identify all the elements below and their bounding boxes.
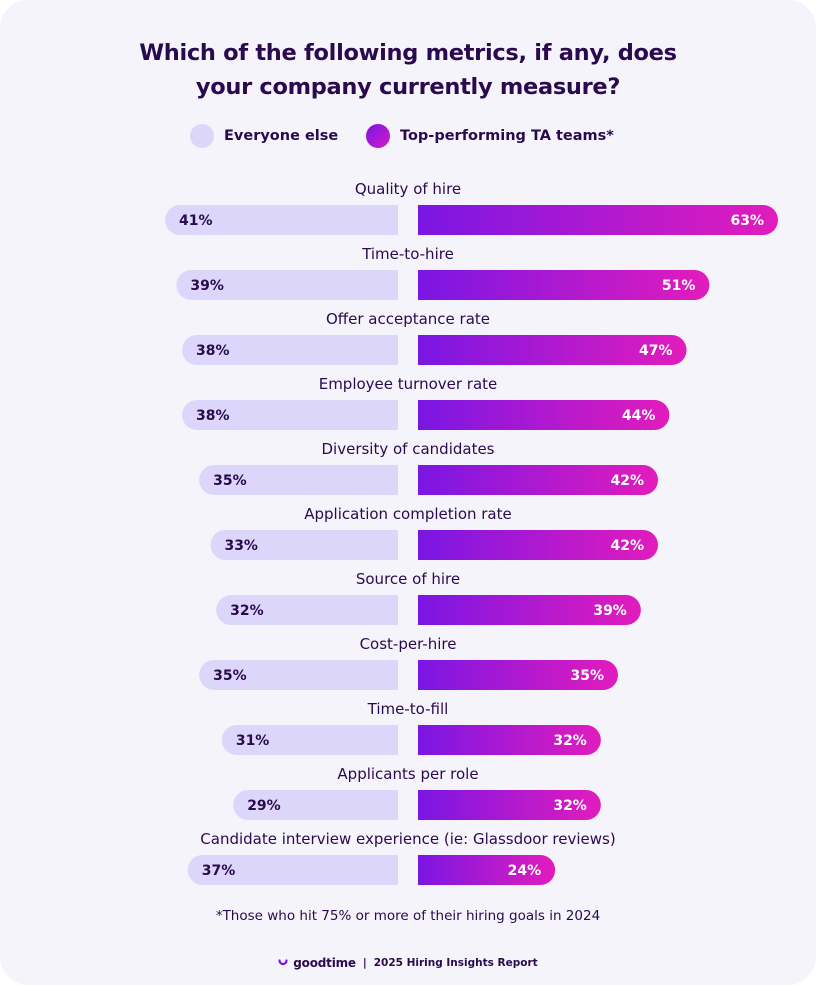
value-label-everyone-else-source-of-hire: 32% bbox=[230, 603, 264, 619]
bar-top-performing-diversity-of-candidates bbox=[418, 465, 658, 495]
brand-separator: | bbox=[362, 957, 367, 969]
bar-everyone-else-source-of-hire bbox=[216, 595, 398, 625]
bar-top-performing-cost-per-hire bbox=[418, 660, 618, 690]
bar-everyone-else-applicants-per-role bbox=[233, 790, 398, 820]
bar-top-performing-employee-turnover-rate bbox=[418, 400, 670, 430]
value-label-top-performing-application-completion-rate: 42% bbox=[610, 538, 644, 554]
category-label-time-to-hire: Time-to-hire bbox=[361, 245, 454, 263]
chart-bars: Quality of hire 41% 63% Time-to-hire 39% 51% O… bbox=[165, 180, 778, 885]
category-label-quality-of-hire: Quality of hire bbox=[355, 180, 461, 198]
category-label-time-to-fill: Time-to-fill bbox=[367, 700, 449, 718]
bar-top-performing-offer-acceptance-rate bbox=[418, 335, 687, 365]
value-label-top-performing-source-of-hire: 39% bbox=[593, 603, 627, 619]
legend-swatch-top-performing bbox=[366, 124, 390, 148]
category-label-candidate-interview-experience-ie-glassdoor-reviews: Candidate interview experience (ie: Glas… bbox=[200, 830, 615, 848]
category-label-source-of-hire: Source of hire bbox=[356, 570, 460, 588]
value-label-everyone-else-application-completion-rate: 33% bbox=[224, 538, 258, 554]
bar-top-performing-source-of-hire bbox=[418, 595, 641, 625]
value-label-top-performing-employee-turnover-rate: 44% bbox=[622, 408, 656, 424]
bar-top-performing-time-to-hire bbox=[418, 270, 710, 300]
value-label-everyone-else-time-to-fill: 31% bbox=[236, 733, 270, 749]
brand-footer: goodtime | 2025 Hiring Insights Report bbox=[0, 954, 816, 972]
category-label-employee-turnover-rate: Employee turnover rate bbox=[319, 375, 498, 393]
bar-top-performing-application-completion-rate bbox=[418, 530, 658, 560]
bar-top-performing-time-to-fill bbox=[418, 725, 601, 755]
category-label-application-completion-rate: Application completion rate bbox=[304, 505, 512, 523]
value-label-everyone-else-employee-turnover-rate: 38% bbox=[196, 408, 230, 424]
footnote: *Those who hit 75% or more of their hiri… bbox=[215, 908, 601, 924]
value-label-top-performing-applicants-per-role: 32% bbox=[553, 798, 587, 814]
legend-item-top-performing: Top-performing TA teams* bbox=[366, 122, 614, 150]
category-label-offer-acceptance-rate: Offer acceptance rate bbox=[326, 310, 490, 328]
goodtime-logo-icon bbox=[278, 959, 288, 966]
bar-everyone-else-quality-of-hire bbox=[165, 205, 398, 235]
brand-report-title: 2025 Hiring Insights Report bbox=[373, 957, 538, 969]
value-label-top-performing-time-to-fill: 32% bbox=[553, 733, 587, 749]
bar-top-performing-candidate-interview-experience-ie-glassdoor-reviews bbox=[418, 855, 556, 885]
value-label-everyone-else-applicants-per-role: 29% bbox=[247, 798, 281, 814]
value-label-everyone-else-time-to-hire: 39% bbox=[190, 278, 224, 294]
legend-label-top-performing: Top-performing TA teams* bbox=[400, 128, 614, 144]
value-label-top-performing-quality-of-hire: 63% bbox=[730, 213, 764, 229]
legend-label-everyone-else: Everyone else bbox=[224, 128, 339, 144]
value-label-top-performing-diversity-of-candidates: 42% bbox=[610, 473, 644, 489]
brand-name: goodtime bbox=[293, 956, 356, 970]
value-label-everyone-else-diversity-of-candidates: 35% bbox=[213, 473, 247, 489]
bar-everyone-else-offer-acceptance-rate bbox=[182, 335, 398, 365]
value-label-top-performing-cost-per-hire: 35% bbox=[570, 668, 604, 684]
bar-everyone-else-candidate-interview-experience-ie-glassdoor-reviews bbox=[187, 855, 398, 885]
value-label-everyone-else-candidate-interview-experience-ie-glassdoor-reviews: 37% bbox=[202, 863, 236, 879]
value-label-everyone-else-cost-per-hire: 35% bbox=[213, 668, 247, 684]
chart-title-line-1: Which of the following metrics, if any, … bbox=[139, 40, 677, 66]
legend-swatch-everyone-else bbox=[190, 124, 214, 148]
bar-top-performing-quality-of-hire bbox=[418, 205, 778, 235]
bar-everyone-else-cost-per-hire bbox=[199, 660, 398, 690]
bar-everyone-else-time-to-fill bbox=[221, 725, 398, 755]
chart-legend: Everyone else Top-performing TA teams* bbox=[0, 122, 816, 150]
bar-top-performing-applicants-per-role bbox=[418, 790, 601, 820]
category-label-diversity-of-candidates: Diversity of candidates bbox=[322, 440, 495, 458]
value-label-everyone-else-quality-of-hire: 41% bbox=[179, 213, 213, 229]
category-label-cost-per-hire: Cost-per-hire bbox=[360, 635, 457, 653]
value-label-top-performing-offer-acceptance-rate: 47% bbox=[639, 343, 673, 359]
bar-everyone-else-application-completion-rate bbox=[210, 530, 398, 560]
category-label-applicants-per-role: Applicants per role bbox=[337, 765, 478, 783]
value-label-top-performing-candidate-interview-experience-ie-glassdoor-reviews: 24% bbox=[508, 863, 542, 879]
bar-everyone-else-diversity-of-candidates bbox=[199, 465, 398, 495]
chart-title-line-2: your company currently measure? bbox=[195, 74, 621, 100]
legend-item-everyone-else: Everyone else bbox=[190, 122, 338, 150]
bar-everyone-else-employee-turnover-rate bbox=[182, 400, 398, 430]
bar-everyone-else-time-to-hire bbox=[176, 270, 398, 300]
value-label-everyone-else-offer-acceptance-rate: 38% bbox=[196, 343, 230, 359]
value-label-top-performing-time-to-hire: 51% bbox=[662, 278, 696, 294]
